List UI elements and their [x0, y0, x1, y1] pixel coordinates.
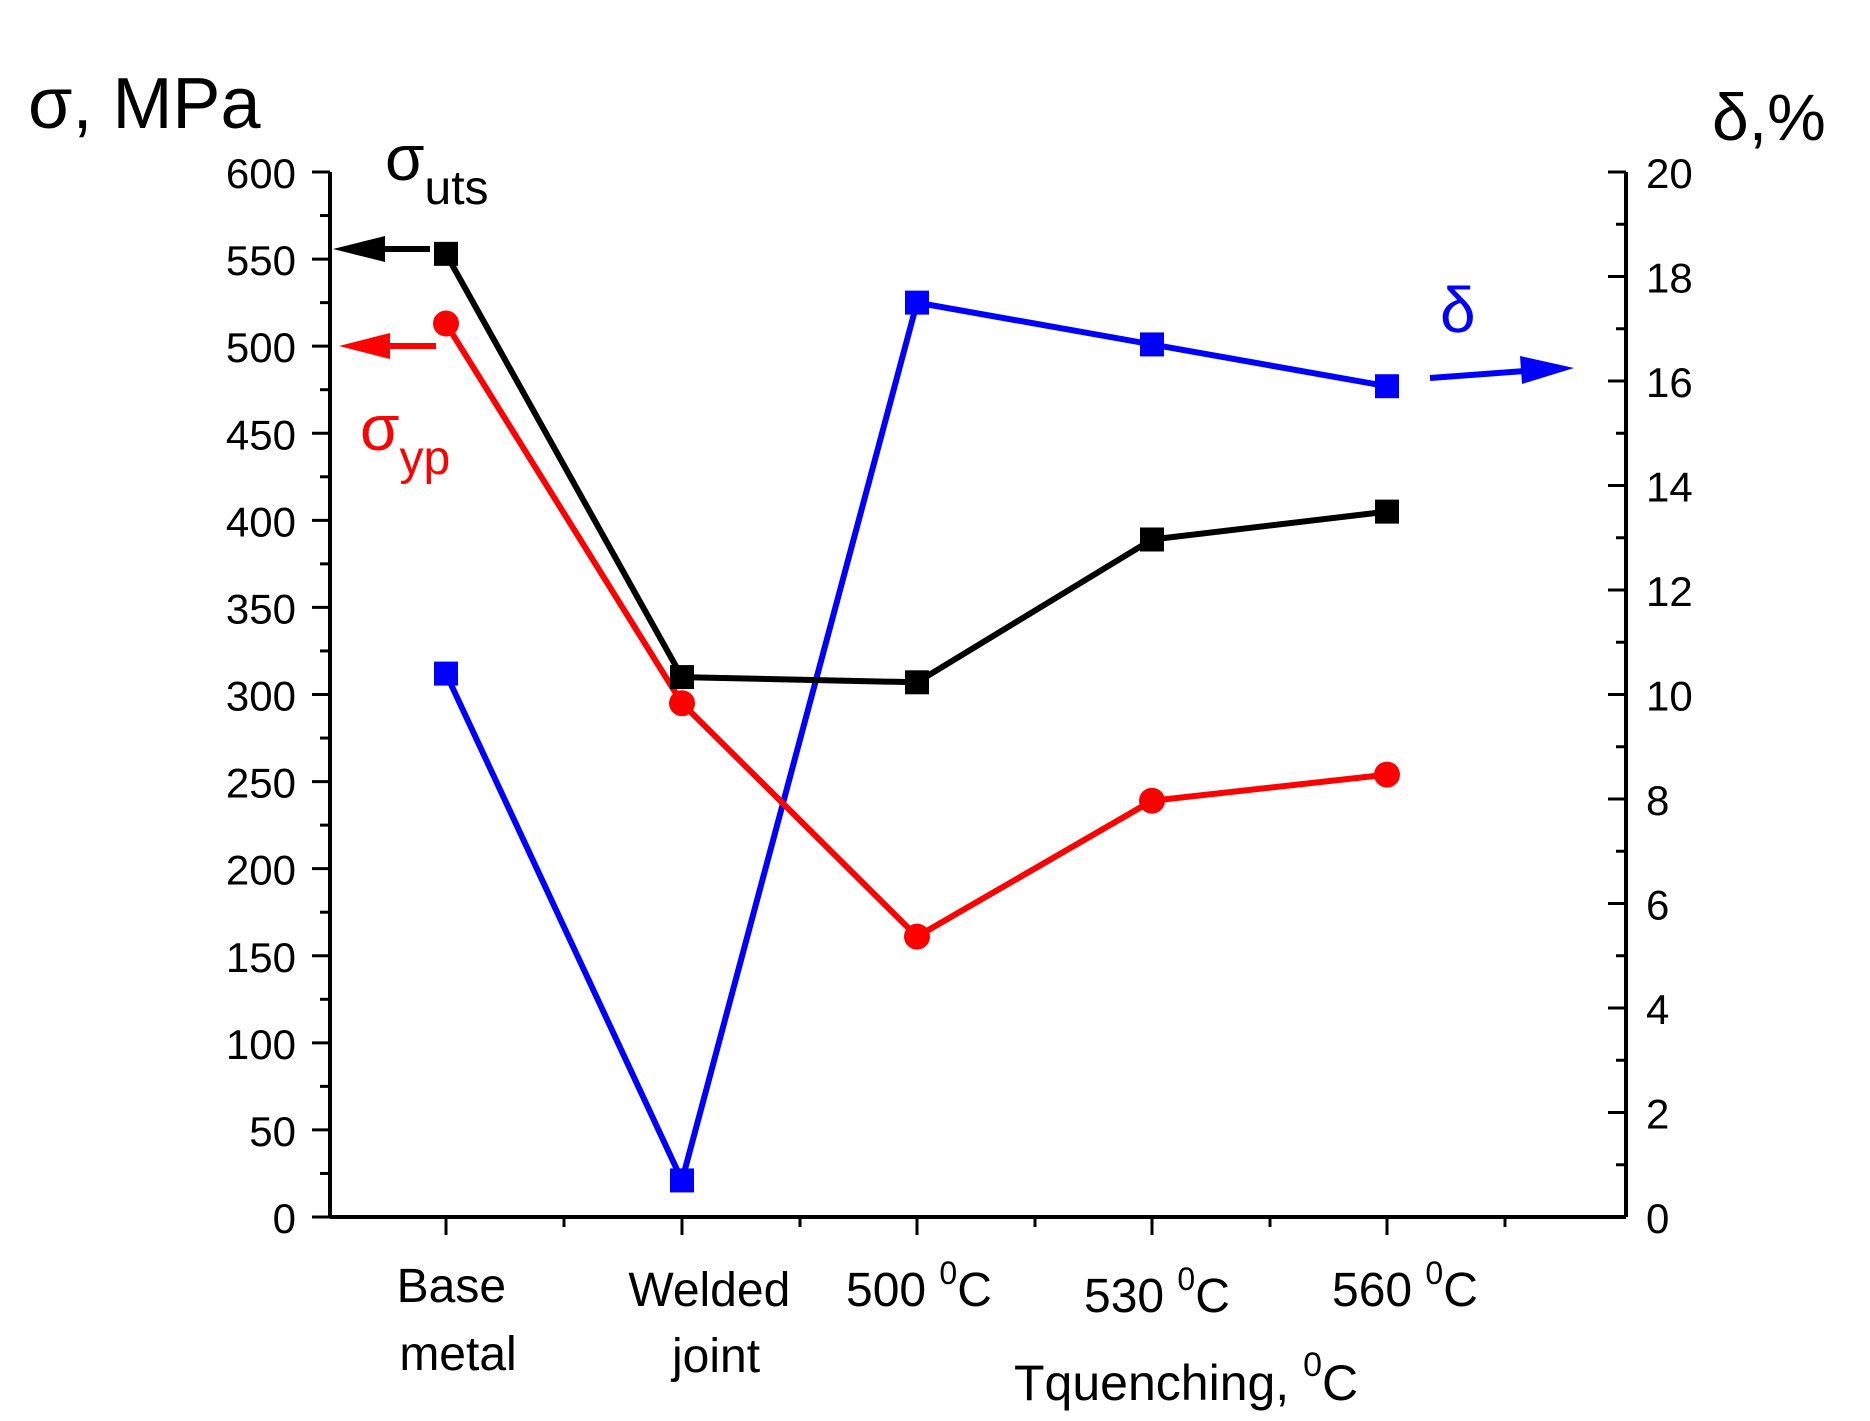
left-tick-label: 100 — [226, 1021, 296, 1068]
left-axis-title: σ, MPa — [28, 64, 261, 144]
x-tick-label-base-metal: Base metal — [397, 1260, 520, 1381]
series-line-0 — [443, 252, 1388, 686]
left-tick-label: 550 — [226, 237, 296, 284]
left-tick-label: 200 — [226, 847, 296, 894]
series-2-point-2 — [905, 290, 929, 315]
sigma-uts-axis-arrow-icon — [333, 236, 430, 262]
series-2-point-3 — [1140, 332, 1164, 357]
x-tick-label-530c: 530 0C — [1084, 1261, 1230, 1323]
left-tick-label: 300 — [226, 673, 296, 720]
series-line-1 — [443, 321, 1388, 940]
x-axis-title: Tquenching, 0C — [1014, 1346, 1358, 1411]
series-line-2 — [443, 299, 1388, 1184]
right-tick-label: 0 — [1646, 1195, 1669, 1242]
left-axis-ticks: 0 50 100 150 200 250 300 350 400 450 500 550 600 — [226, 150, 330, 1242]
series-0-point-0 — [434, 241, 458, 266]
series-0-point-4 — [1375, 499, 1399, 524]
right-axis-title: δ,% — [1712, 80, 1826, 154]
left-tick-label: 400 — [226, 498, 296, 545]
x-tick-label-560c: 560 0C — [1332, 1255, 1478, 1317]
left-tick-label: 150 — [226, 934, 296, 981]
left-tick-label: 600 — [226, 150, 296, 197]
right-axis-ticks: 0 2 4 6 8 10 12 14 16 18 20 — [1608, 150, 1693, 1242]
right-tick-label: 14 — [1646, 464, 1693, 511]
right-tick-label: 8 — [1646, 777, 1669, 824]
series-0-point-1 — [670, 665, 694, 690]
right-tick-label: 20 — [1646, 150, 1693, 197]
right-tick-label: 6 — [1646, 882, 1669, 929]
right-tick-label: 4 — [1646, 986, 1669, 1033]
right-tick-label: 10 — [1646, 673, 1693, 720]
delta-axis-arrow-icon — [1429, 356, 1574, 384]
left-tick-label: 50 — [249, 1108, 296, 1155]
left-tick-label: 350 — [226, 585, 296, 632]
left-tick-label: 500 — [226, 324, 296, 371]
series-1-point-3 — [1139, 787, 1165, 814]
series-0-point-2 — [905, 670, 929, 695]
x-tick-label-500c: 500 0C — [846, 1255, 992, 1317]
series-2-point-1 — [670, 1168, 694, 1193]
series-layer — [433, 241, 1400, 1193]
left-tick-label: 0 — [273, 1195, 296, 1242]
delta-label: δ — [1440, 274, 1476, 346]
right-tick-label: 2 — [1646, 1091, 1669, 1138]
series-2-point-0 — [434, 661, 458, 686]
x-tick-label-welded-joint: Welded joint — [628, 1264, 803, 1383]
sigma-yp-axis-arrow-icon — [339, 333, 436, 359]
left-tick-label: 450 — [226, 411, 296, 458]
series-1-point-4 — [1374, 761, 1400, 788]
series-2-point-4 — [1375, 374, 1399, 399]
series-1-point-0 — [433, 310, 459, 337]
series-1-point-2 — [904, 923, 930, 950]
right-tick-label: 12 — [1646, 568, 1693, 615]
x-axis-ticks — [444, 1217, 1507, 1235]
sigma-yp-label: σyp — [360, 392, 450, 485]
right-tick-label: 16 — [1646, 359, 1693, 406]
series-0-point-3 — [1140, 527, 1164, 552]
right-tick-label: 18 — [1646, 255, 1693, 302]
series-1-point-1 — [669, 690, 695, 717]
sigma-uts-label: σuts — [385, 122, 489, 215]
left-tick-label: 250 — [226, 760, 296, 807]
